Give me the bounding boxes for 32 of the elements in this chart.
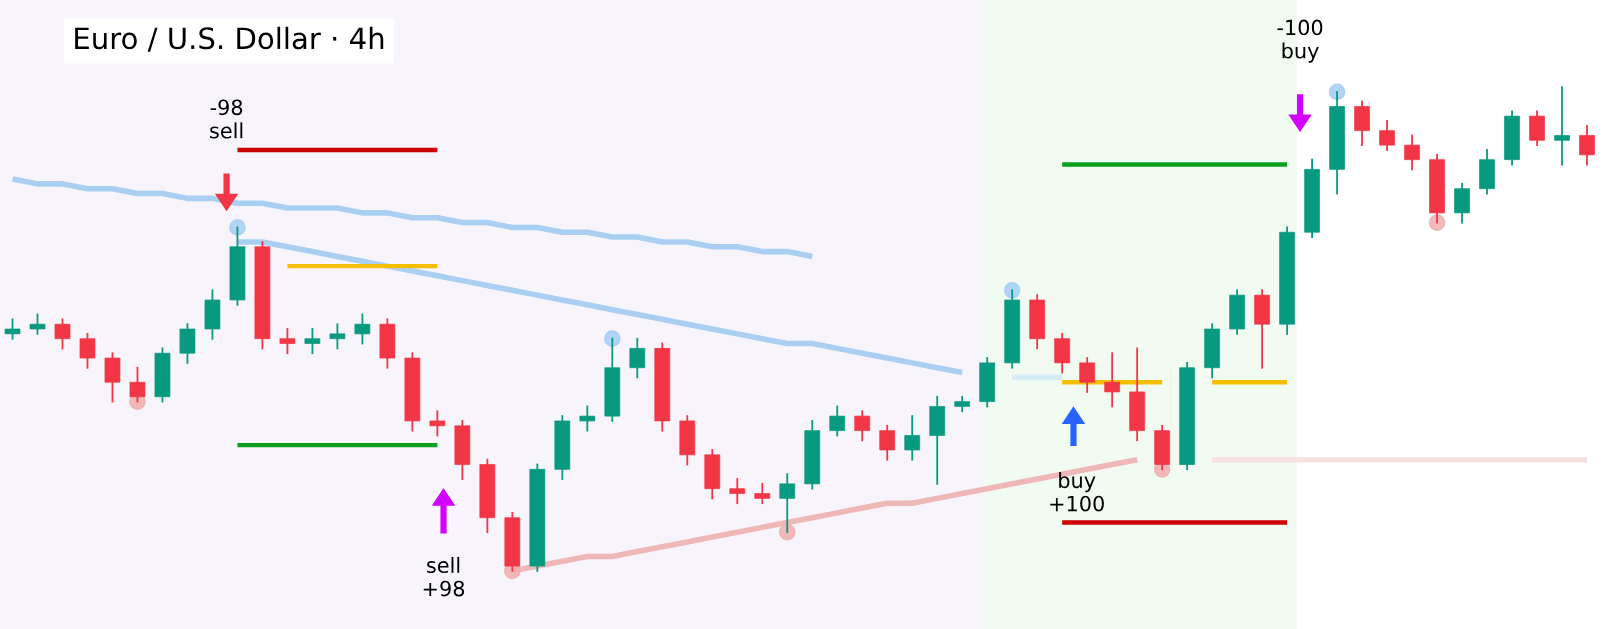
candlestick: [429, 410, 446, 437]
point: [229, 219, 246, 236]
candlestick: [879, 424, 896, 461]
point: [603, 330, 621, 348]
candlestick: [29, 313, 46, 335]
annotation: -98 sell: [210, 99, 243, 139]
candlestick: [1104, 352, 1120, 408]
candlestick: [729, 478, 746, 505]
annotation: sell +98: [423, 556, 465, 597]
candlestick: [629, 337, 646, 379]
candlestick: [79, 332, 96, 369]
candlestick: [904, 415, 921, 461]
candlestick: [279, 328, 296, 355]
candlestick: [1379, 120, 1395, 151]
point: [778, 523, 796, 541]
candlestick: [304, 328, 321, 355]
candlestick: [1079, 357, 1096, 393]
text: -100 buy: [1277, 19, 1323, 63]
candlestick: [329, 323, 346, 350]
candlestick: [4, 318, 21, 340]
candlestick: [1404, 134, 1420, 171]
candlestick: [354, 313, 371, 345]
candlestick: [54, 318, 71, 350]
point: [1328, 83, 1346, 101]
candlestick: [579, 405, 596, 432]
candlestick: [1554, 86, 1570, 166]
candlestick: [754, 482, 771, 505]
chart-title: Euro / U.S. Dollar · 4h: [75, 26, 384, 52]
candlestick: [1579, 124, 1595, 166]
candlestick: [829, 405, 846, 437]
annotation: buy +100: [1050, 472, 1104, 512]
candlestick: [854, 410, 871, 442]
